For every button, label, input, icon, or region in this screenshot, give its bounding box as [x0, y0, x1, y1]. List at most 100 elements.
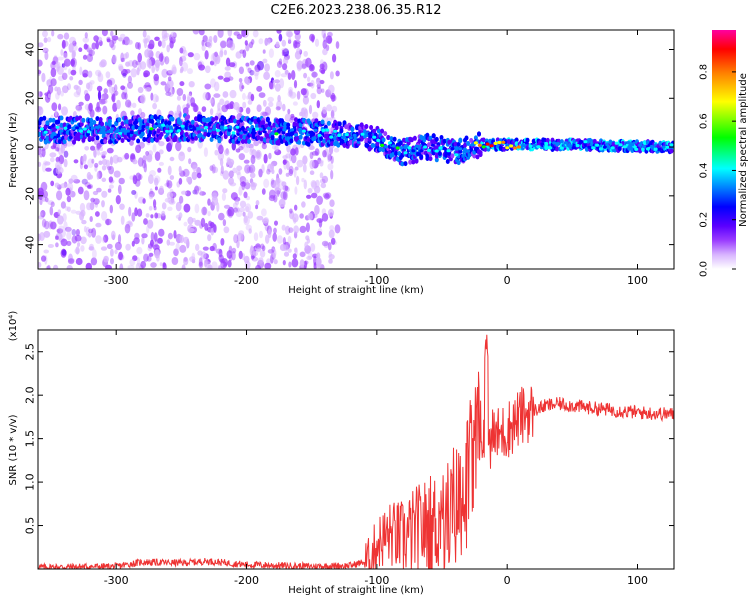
heatmap-cell — [407, 146, 412, 150]
heatmap-cell — [434, 157, 439, 163]
heatmap-cell — [540, 142, 545, 146]
heatmap-cell — [157, 237, 163, 244]
heatmap-cell — [336, 142, 341, 148]
heatmap-cell — [606, 146, 611, 150]
heatmap-cell — [330, 116, 336, 121]
heatmap-cell — [118, 65, 124, 72]
heatmap-cell — [442, 138, 447, 144]
heatmap-cell — [268, 101, 274, 108]
heatmap-cell — [66, 240, 72, 246]
heatmap-cell — [142, 30, 147, 38]
heatmap-cell — [330, 141, 334, 147]
heatmap-cell — [192, 164, 198, 172]
heatmap-cell — [247, 99, 253, 105]
heatmap-cell — [95, 235, 102, 244]
heatmap-cell — [201, 106, 207, 112]
heatmap-cell — [211, 117, 216, 123]
heatmap-cell — [322, 150, 327, 158]
heatmap-cell — [195, 243, 200, 251]
heatmap-cell — [150, 214, 154, 219]
heatmap-cell — [291, 258, 299, 268]
heatmap-cell — [145, 87, 152, 92]
heatmap-cell — [159, 185, 164, 193]
heatmap-cell — [142, 155, 147, 164]
heatmap-cell — [295, 175, 300, 186]
heatmap-cell — [110, 248, 114, 257]
heatmap-cell — [270, 178, 275, 185]
heatmap-cell — [198, 64, 206, 71]
heatmap-cell — [148, 150, 153, 157]
heatmap-cell — [209, 137, 214, 142]
heatmap-cell — [214, 54, 221, 65]
heatmap-cell — [260, 243, 265, 250]
heatmap-cell — [196, 127, 201, 131]
heatmap-cell — [391, 152, 395, 158]
heatmap-cell — [133, 237, 140, 245]
heatmap-cell — [152, 144, 157, 153]
heatmap-cell — [132, 59, 138, 68]
heatmap-cell — [305, 57, 312, 68]
heatmap-cell — [87, 70, 93, 78]
heatmap-cell — [191, 252, 196, 261]
heatmap-cell — [175, 141, 182, 152]
heatmap-cell — [145, 151, 149, 159]
heatmap-cell — [131, 190, 137, 195]
heatmap-cell — [179, 47, 184, 54]
heatmap-cell — [283, 251, 290, 257]
heatmap-cell — [272, 122, 277, 128]
heatmap-cell — [59, 122, 64, 128]
heatmap-cell — [247, 67, 252, 74]
heatmap-cell — [49, 152, 57, 158]
heatmap-cell — [224, 66, 231, 71]
heatmap-cell — [82, 127, 87, 131]
heatmap-cell — [143, 253, 149, 262]
heatmap-cell — [43, 249, 49, 254]
heatmap-cell — [187, 146, 192, 153]
heatmap-cell — [153, 175, 161, 184]
heatmap-cell — [199, 190, 203, 196]
heatmap-cell — [313, 128, 318, 132]
heatmap-cell — [233, 234, 239, 244]
heatmap-cell — [352, 133, 357, 137]
heatmap-cell — [99, 98, 106, 105]
heatmap-cell — [281, 49, 285, 56]
heatmap-cell — [202, 35, 208, 43]
heatmap-cell — [319, 178, 326, 184]
heatmap-cell — [154, 212, 159, 219]
heatmap-cell — [102, 127, 107, 131]
heatmap-cell — [167, 120, 172, 126]
heatmap-cell — [134, 207, 138, 217]
heatmap-cell — [125, 129, 130, 133]
heatmap-cell — [475, 154, 480, 160]
heatmap-cell — [228, 177, 234, 185]
heatmap-cell — [100, 246, 108, 251]
heatmap-cell — [196, 172, 202, 179]
snr-x-tick-label: 100 — [627, 574, 648, 587]
heatmap-cell — [108, 165, 114, 175]
heatmap-cell — [182, 107, 189, 115]
heatmap-cell — [90, 257, 98, 266]
heatmap-cell — [239, 133, 244, 139]
snr-background — [38, 330, 674, 569]
heatmap-cell — [194, 203, 200, 214]
heatmap-cell — [54, 182, 60, 188]
heatmap-cell — [381, 137, 386, 143]
heatmap-cell — [241, 30, 247, 38]
heatmap-cell — [181, 190, 187, 195]
heatmap-cell — [214, 81, 220, 92]
heatmap-cell — [222, 170, 230, 180]
heatmap-cell — [277, 180, 285, 191]
heatmap-cell — [102, 105, 108, 115]
heatmap-cell — [261, 188, 266, 195]
heatmap-cell — [136, 257, 141, 267]
heatmap-cell — [389, 136, 394, 142]
heatmap-cell — [614, 141, 619, 145]
heatmap-cell — [270, 131, 275, 136]
heatmap-cell — [158, 228, 165, 237]
heatmap-cell — [248, 41, 254, 49]
heatmap-cell — [348, 136, 353, 140]
heatmap-cell — [317, 133, 322, 137]
heatmap-cell — [306, 137, 311, 143]
heatmap-cell — [333, 129, 338, 133]
